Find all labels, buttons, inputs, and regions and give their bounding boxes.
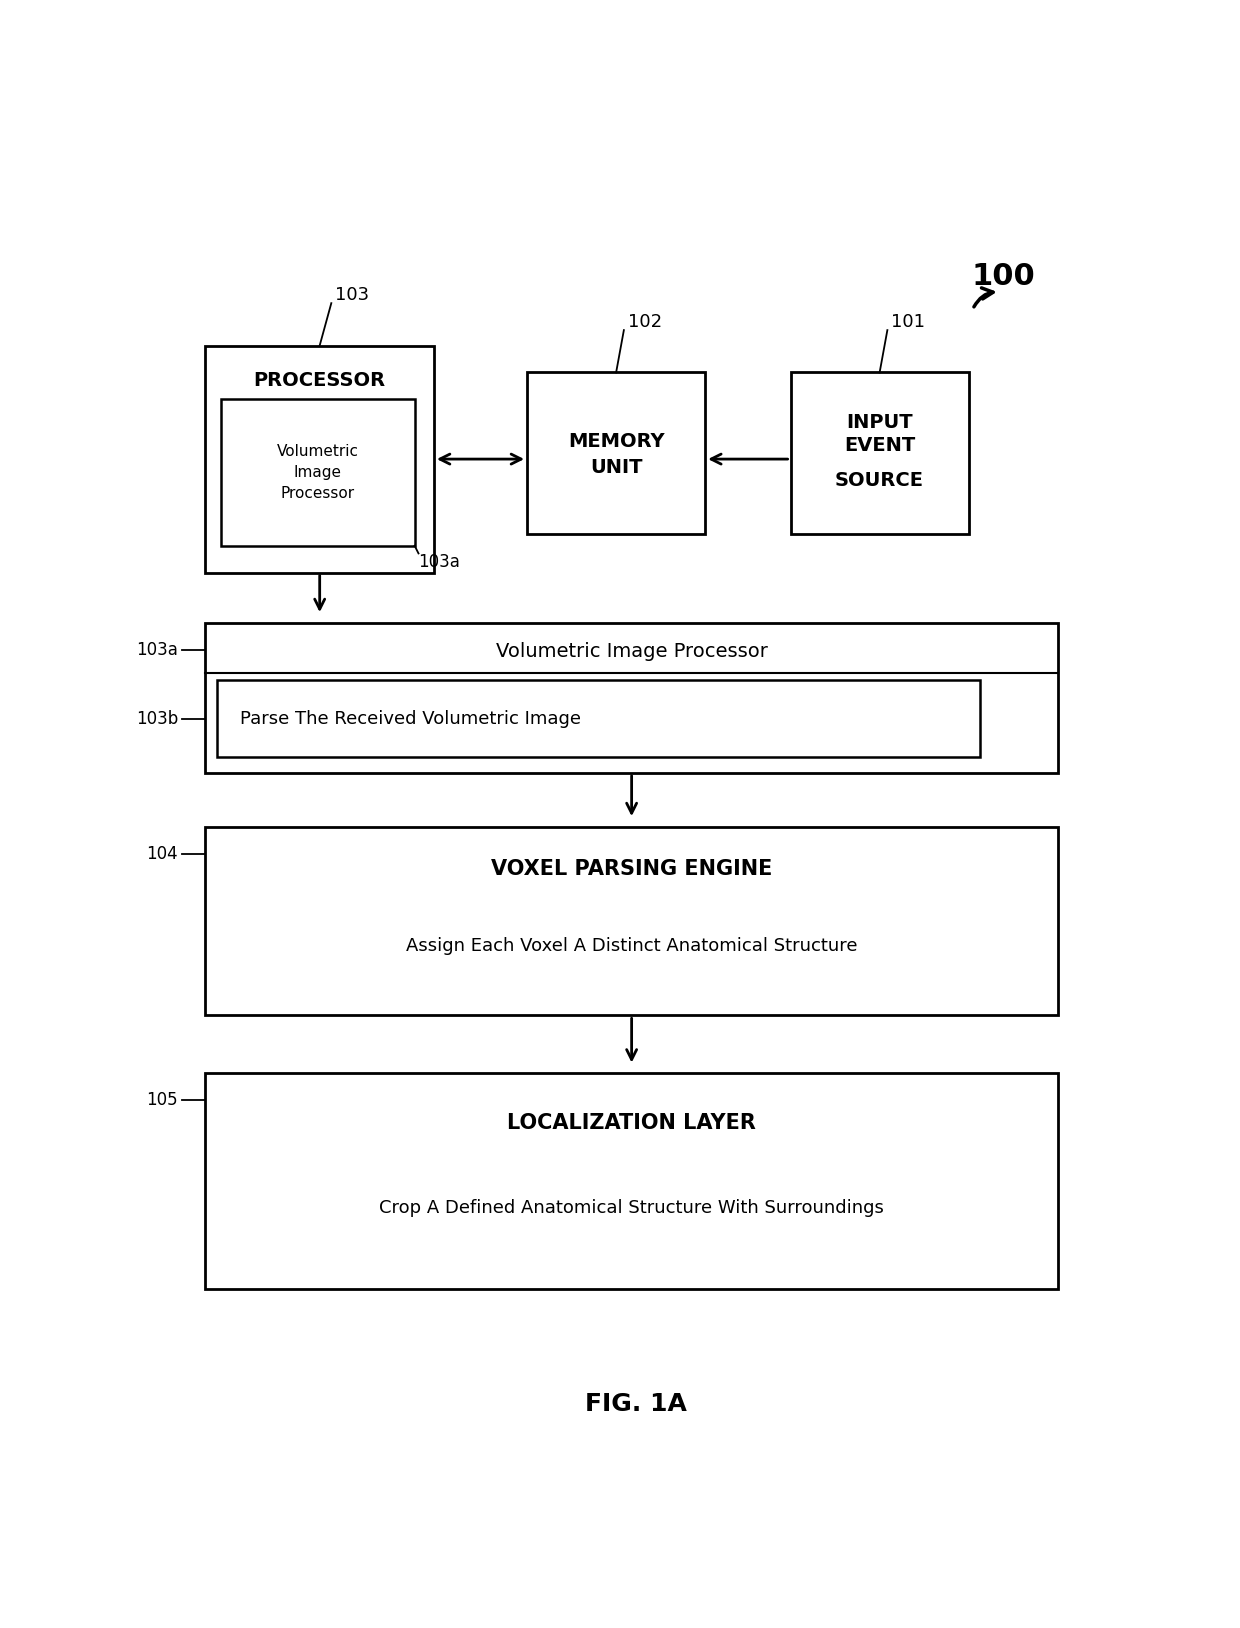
Bar xyxy=(221,399,414,545)
Bar xyxy=(206,827,1058,1016)
Text: Volumetric
Image
Processor: Volumetric Image Processor xyxy=(277,444,358,501)
Text: Volumetric Image Processor: Volumetric Image Processor xyxy=(496,643,768,661)
Text: VOXEL PARSING ENGINE: VOXEL PARSING ENGINE xyxy=(491,860,773,879)
Text: UNIT: UNIT xyxy=(590,457,642,477)
Text: 104: 104 xyxy=(146,845,179,863)
Text: INPUT: INPUT xyxy=(847,414,913,431)
Text: 103a: 103a xyxy=(136,641,179,659)
Bar xyxy=(206,345,434,573)
Text: 103b: 103b xyxy=(136,710,179,728)
Text: EVENT: EVENT xyxy=(844,436,915,456)
Text: 102: 102 xyxy=(627,314,662,332)
Text: 103a: 103a xyxy=(419,554,460,571)
Bar xyxy=(527,373,706,534)
Text: 101: 101 xyxy=(892,314,925,332)
Text: Crop A Defined Anatomical Structure With Surroundings: Crop A Defined Anatomical Structure With… xyxy=(379,1198,884,1216)
Bar xyxy=(791,373,968,534)
Text: 105: 105 xyxy=(146,1091,179,1109)
Text: LOCALIZATION LAYER: LOCALIZATION LAYER xyxy=(507,1114,756,1133)
Text: SOURCE: SOURCE xyxy=(835,470,924,490)
Bar xyxy=(217,681,981,757)
Bar xyxy=(206,1073,1058,1289)
Text: 103: 103 xyxy=(335,287,370,304)
Text: Parse The Received Volumetric Image: Parse The Received Volumetric Image xyxy=(241,710,582,728)
Text: MEMORY: MEMORY xyxy=(568,433,665,451)
Bar xyxy=(206,624,1058,773)
Text: Assign Each Voxel A Distinct Anatomical Structure: Assign Each Voxel A Distinct Anatomical … xyxy=(405,938,857,956)
Text: FIG. 1A: FIG. 1A xyxy=(584,1392,687,1416)
Text: 100: 100 xyxy=(972,262,1035,291)
Text: PROCESSOR: PROCESSOR xyxy=(254,371,386,389)
